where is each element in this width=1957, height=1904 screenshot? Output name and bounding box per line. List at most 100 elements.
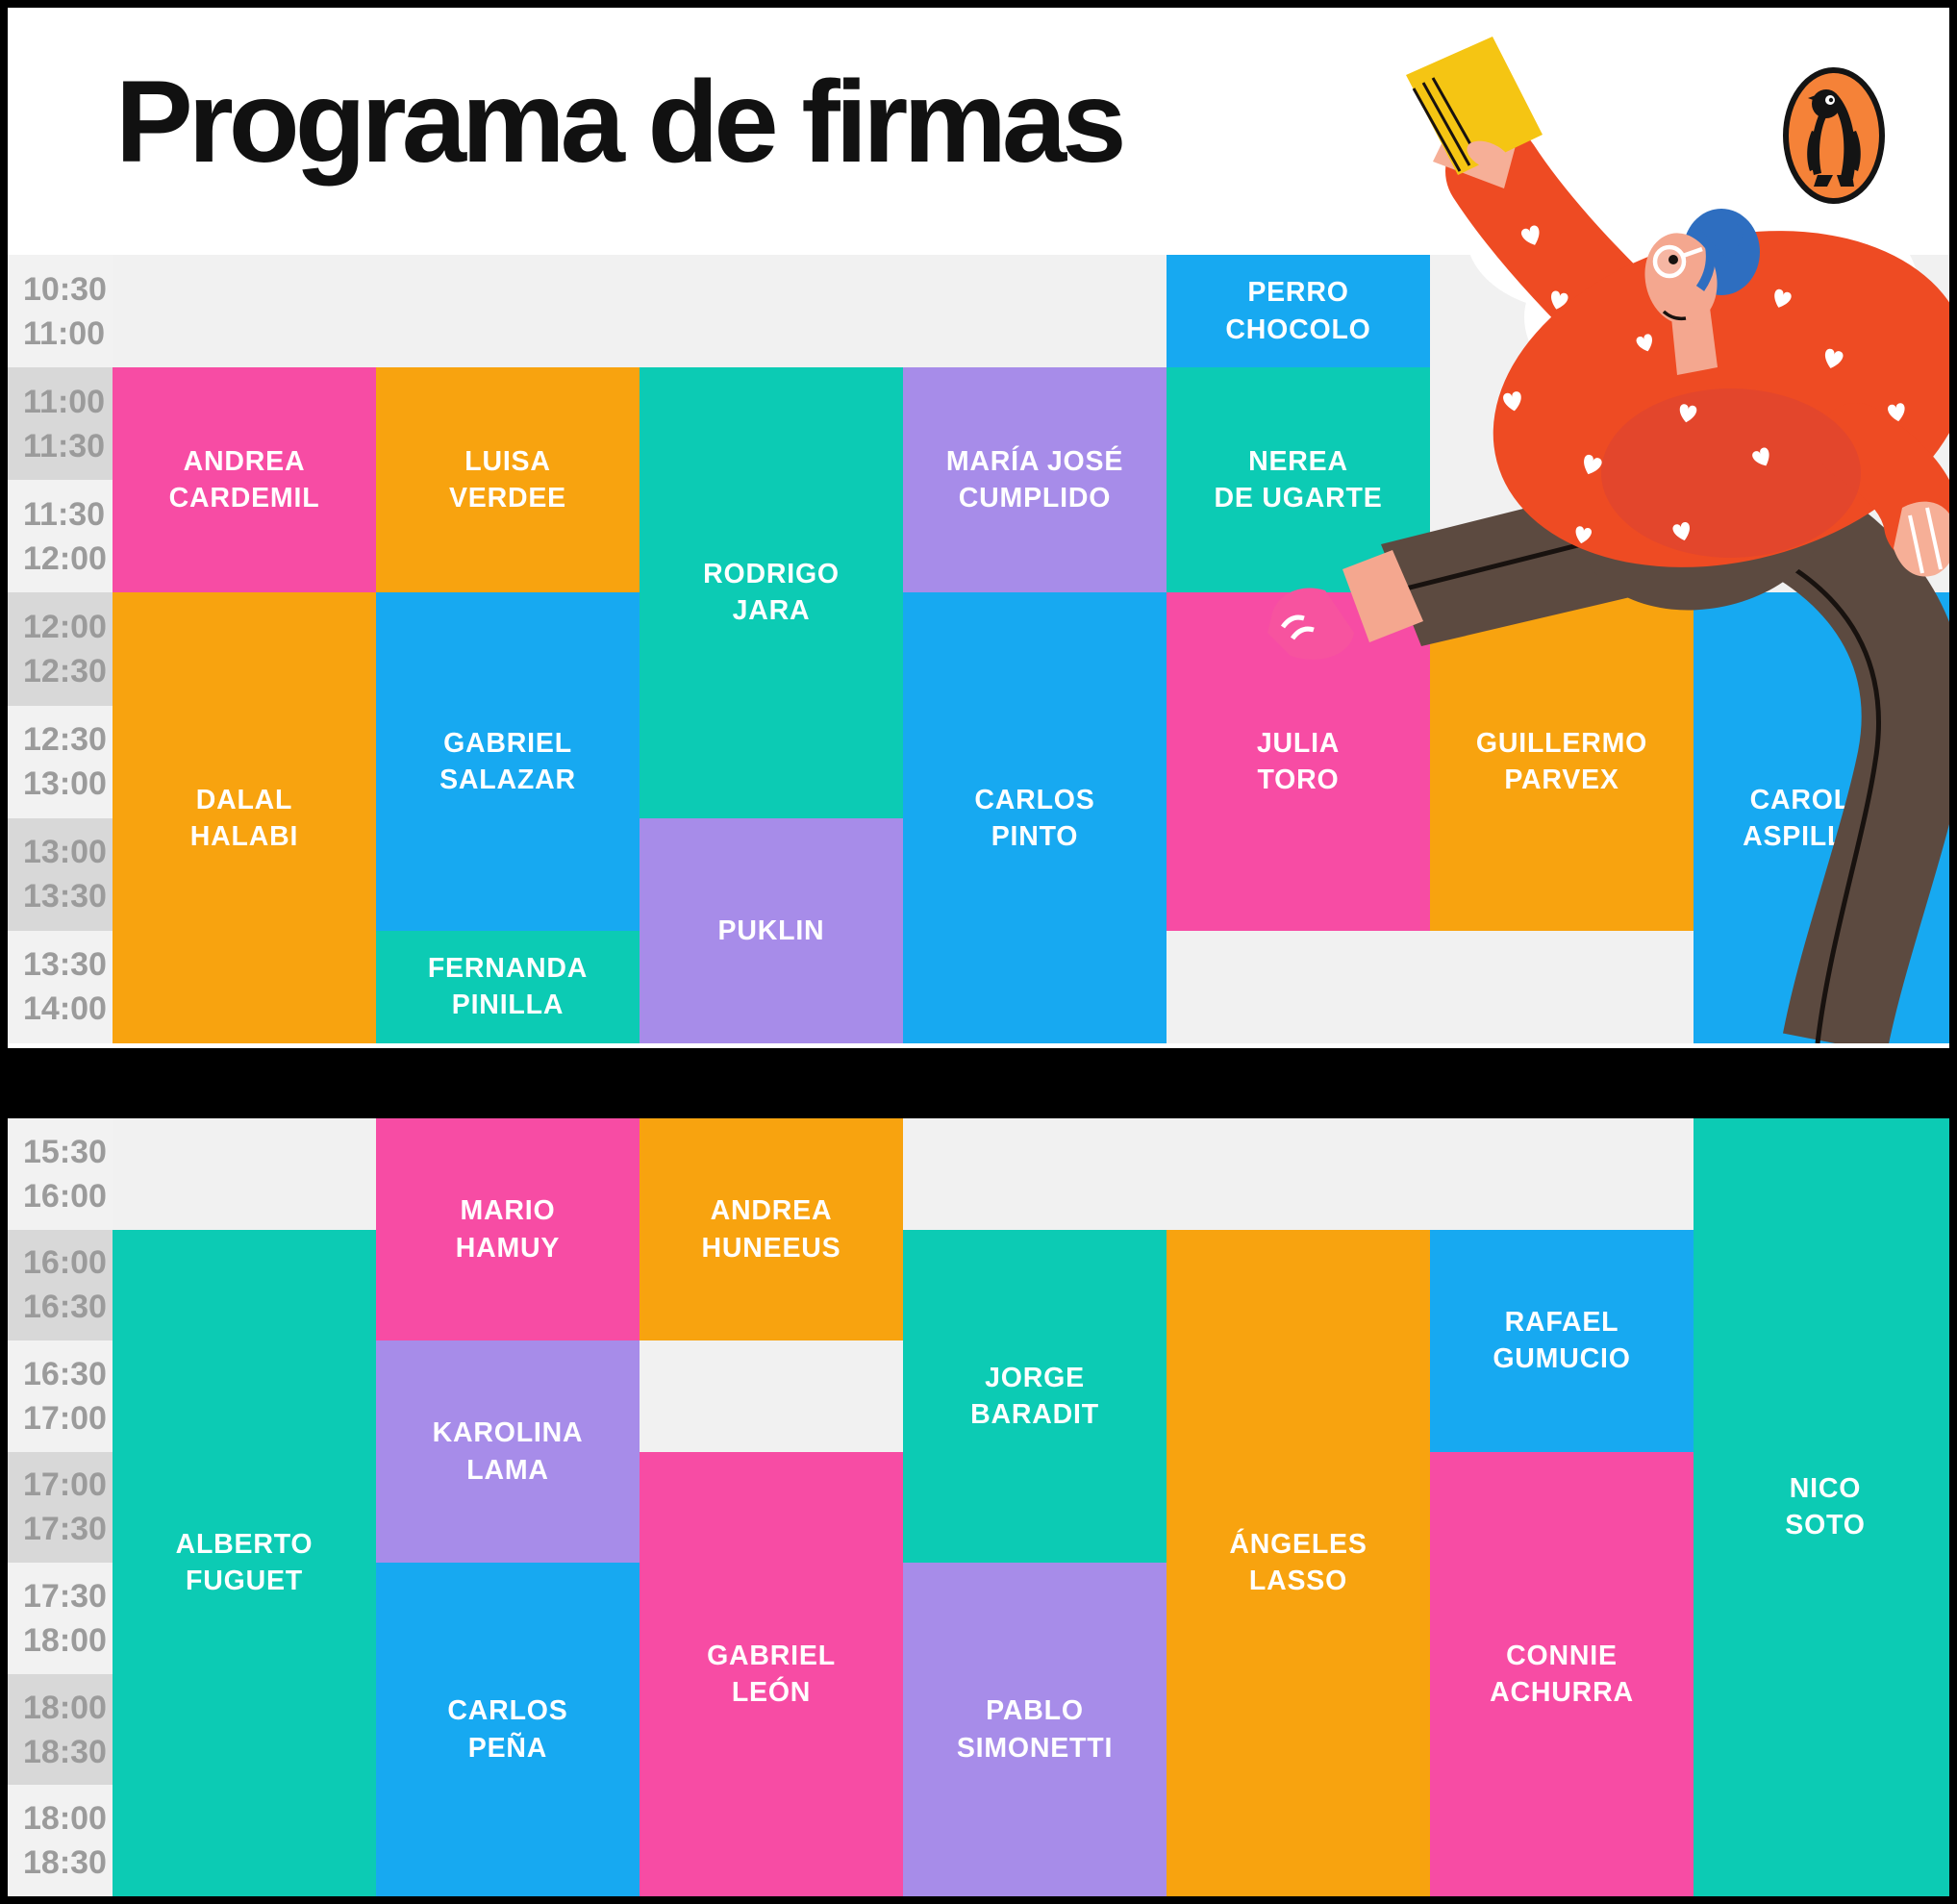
author-name-line: TORO	[1257, 764, 1340, 796]
schedule-block-pablo-simonetti: PABLO SIMONETTI	[903, 1563, 1167, 1896]
time-label-end: 11:00	[23, 314, 106, 352]
time-label-end: 16:30	[23, 1289, 107, 1326]
time-label-end: 17:30	[23, 1511, 107, 1548]
time-label-end: 16:00	[23, 1177, 107, 1215]
page-title: Programa de firmas	[115, 56, 1127, 187]
schedule-block-julia-toro: JULIA TORO	[1167, 592, 1430, 931]
schedule-block-luisa-verdee: LUISA VERDEE	[376, 367, 640, 593]
schedule-block-carlos-pena: CARLOS PEÑA	[376, 1563, 640, 1896]
author-name-line: HAMUY	[455, 1232, 561, 1264]
time-label-end: 12:30	[23, 653, 107, 689]
time-label-start: 11:30	[23, 495, 106, 533]
time-slot-afternoon-1: 15:30 16:00	[8, 1118, 113, 1230]
schedule-block-rodrigo-jara: RODRIGO JARA	[640, 367, 903, 818]
schedule-block-connie-achurra: CONNIE ACHURRA	[1430, 1451, 1694, 1896]
author-name-line: RODRIGO	[703, 559, 840, 590]
time-slot-afternoon-5: 17:30 18:00	[8, 1563, 113, 1674]
author-name-line: SALAZAR	[439, 764, 576, 796]
author-name-line: LASSO	[1248, 1566, 1348, 1597]
author-name-line: ANDREA	[710, 1195, 833, 1227]
time-label-start: 18:00	[23, 1689, 107, 1726]
time-slot-afternoon-2: 16:00 16:30	[8, 1229, 113, 1341]
author-name-line: PEÑA	[467, 1732, 548, 1764]
author-name-line: PABLO	[986, 1695, 1084, 1727]
penguin-logo-icon	[1783, 67, 1885, 204]
time-slot-afternoon-3: 16:30 17:00	[8, 1340, 113, 1452]
time-label-start: 12:30	[23, 721, 107, 759]
time-label-end: 18:00	[23, 1621, 107, 1659]
author-name-line: HUNEEUS	[701, 1232, 841, 1264]
author-name-line: PERRO	[1247, 277, 1349, 309]
author-name-line: KAROLINA	[432, 1417, 584, 1449]
schedule-block-alberto-fuguet: ALBERTO FUGUET	[113, 1229, 376, 1896]
schedule-block-carlos-pinto: CARLOS PINTO	[903, 592, 1167, 1044]
author-name-line: BARADIT	[970, 1398, 1099, 1430]
author-name-line: CUMPLIDO	[958, 483, 1112, 514]
time-slot-morning-7: 13:30 14:00	[8, 930, 113, 1044]
schedule-block-andrea-huneeus: ANDREA HUNEEUS	[640, 1118, 903, 1341]
schedule-block-gabriel-salazar: GABRIEL SALAZAR	[376, 592, 640, 931]
time-label-end: 18:30	[23, 1844, 107, 1882]
time-label-start: 12:00	[23, 609, 107, 645]
schedule-block-nerea-de-ugarte: NEREA DE UGARTE	[1167, 367, 1430, 593]
author-name-line: CONNIE	[1506, 1640, 1618, 1671]
schedule-block-fernanda-pinilla: FERNANDA PINILLA	[376, 930, 640, 1044]
frame-border-left	[0, 0, 8, 1904]
schedule-block-andrea-cardemil: ANDREA CARDEMIL	[113, 367, 376, 593]
author-name-line: JORGE	[985, 1362, 1085, 1393]
time-slot-morning-4: 12:00 12:30	[8, 592, 113, 706]
author-name-line: JULIA	[1256, 727, 1341, 759]
time-slot-afternoon-4: 17:00 17:30	[8, 1451, 113, 1564]
schedule-block-carolina-aspillaga: CAROLINA ASPILLAGA	[1694, 592, 1949, 1044]
time-label-start: 17:30	[23, 1577, 107, 1615]
author-name-line: SOTO	[1785, 1510, 1866, 1541]
afternoon-panel: 15:30 16:00 16:00 16:30 16:30 17:00 17:00 17:30…	[8, 1118, 1949, 1896]
schedule-block-karolina-lama: KAROLINA LAMA	[376, 1340, 640, 1564]
schedule-block-dalal-halabi: DALAL HALABI	[113, 592, 376, 1044]
time-label-start: 16:00	[23, 1244, 107, 1282]
time-label-end: 13:00	[23, 765, 107, 803]
illustration-book	[1406, 37, 1543, 188]
author-name-line: SIMONETTI	[956, 1732, 1114, 1764]
author-name-line: LAMA	[466, 1454, 549, 1486]
author-name-line: CARDEMIL	[168, 483, 320, 514]
author-name-line: ANDREA	[183, 446, 306, 478]
time-label-end: 17:00	[23, 1399, 107, 1437]
time-label-start: 13:00	[23, 834, 107, 871]
time-label-start: 18:00	[23, 1800, 107, 1838]
author-name-line: DALAL	[195, 784, 293, 815]
author-name-line: PINILLA	[451, 990, 565, 1021]
author-name-line: PARVEX	[1504, 764, 1619, 796]
author-name-line: DE UGARTE	[1214, 483, 1383, 514]
author-name-line: HALABI	[189, 820, 299, 852]
frame-border-bottom	[0, 1896, 1957, 1904]
author-name-line: PUKLIN	[717, 914, 825, 946]
schedule-block-mario-hamuy: MARIO HAMUY	[376, 1118, 640, 1341]
author-name-line: LEÓN	[731, 1676, 812, 1708]
time-label-start: 15:30	[23, 1133, 107, 1170]
author-name-line: GUILLERMO	[1475, 727, 1648, 759]
author-name-line: PINTO	[991, 820, 1079, 852]
author-name-line: CAROLINA	[1749, 784, 1901, 815]
schedule-block-nico-soto: NICO SOTO	[1694, 1118, 1949, 1896]
author-name-line: ACHURRA	[1490, 1676, 1634, 1708]
time-label-end: 14:00	[23, 990, 107, 1028]
frame-border-right	[1949, 0, 1957, 1904]
time-slot-afternoon-6: 18:00 18:30	[8, 1673, 113, 1786]
author-name-line: CARLOS	[974, 784, 1095, 815]
author-name-line: MARIO	[460, 1195, 556, 1227]
time-slot-morning-5: 12:30 13:00	[8, 705, 113, 818]
author-name-line: JARA	[732, 595, 811, 627]
time-label-end: 12:00	[23, 539, 107, 577]
author-name-line: CHOCOLO	[1225, 313, 1371, 345]
time-slot-afternoon-7: 18:00 18:30	[8, 1785, 113, 1896]
time-label-end: 11:30	[23, 427, 106, 464]
schedule-block-guillermo-parvex: GUILLERMO PARVEX	[1430, 592, 1694, 931]
author-name-line: GUMUCIO	[1493, 1343, 1631, 1375]
author-name-line: ÁNGELES	[1229, 1529, 1367, 1560]
author-name-line: GABRIEL	[707, 1640, 836, 1671]
schedule-block-puklin: PUKLIN	[640, 817, 903, 1044]
author-name-line: MARÍA JOSÉ	[945, 446, 1124, 478]
author-name-line: FUGUET	[186, 1566, 303, 1597]
